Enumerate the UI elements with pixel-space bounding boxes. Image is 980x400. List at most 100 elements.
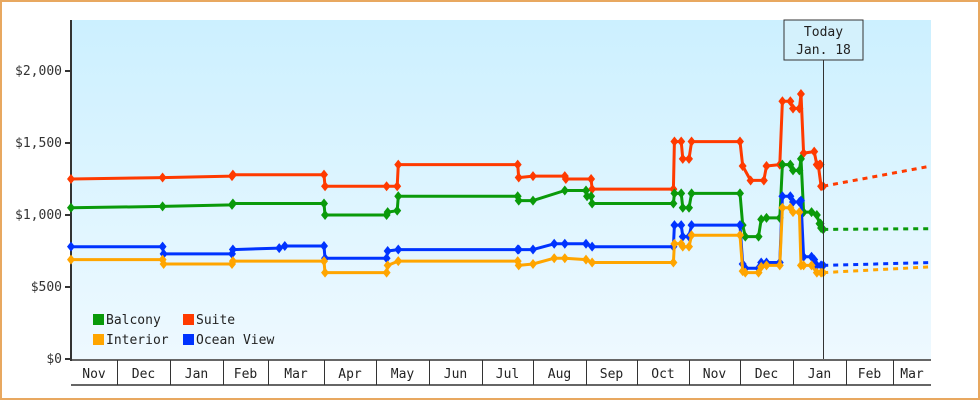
data-point-marker[interactable]	[677, 220, 686, 231]
data-point-marker[interactable]	[582, 254, 590, 265]
data-point-marker[interactable]	[759, 175, 768, 186]
data-point-marker[interactable]	[550, 253, 559, 264]
data-point-marker[interactable]	[393, 205, 402, 216]
data-point-marker[interactable]	[786, 96, 795, 107]
data-point-marker[interactable]	[670, 136, 679, 147]
data-point-marker[interactable]	[514, 260, 523, 271]
data-point-marker[interactable]	[514, 172, 523, 183]
data-point-marker[interactable]	[320, 256, 328, 267]
data-point-marker[interactable]	[736, 220, 744, 231]
data-point-marker[interactable]	[795, 103, 804, 114]
data-point-marker[interactable]	[158, 241, 167, 252]
data-point-marker[interactable]	[382, 253, 391, 264]
data-point-marker[interactable]	[383, 207, 392, 218]
data-point-marker[interactable]	[228, 198, 237, 209]
data-point-marker[interactable]	[778, 159, 787, 170]
data-point-marker[interactable]	[280, 240, 289, 251]
data-point-marker[interactable]	[560, 238, 569, 249]
data-point-marker[interactable]	[514, 244, 523, 255]
data-point-marker[interactable]	[670, 188, 679, 199]
data-point-marker[interactable]	[685, 153, 693, 164]
data-point-marker[interactable]	[383, 260, 392, 271]
data-point-marker[interactable]	[796, 153, 805, 164]
data-point-marker[interactable]	[812, 267, 821, 278]
legend-item-interior[interactable]: Interior	[93, 333, 169, 348]
data-point-marker[interactable]	[561, 174, 570, 184]
data-point-marker[interactable]	[382, 267, 391, 278]
data-point-marker[interactable]	[320, 198, 328, 209]
data-point-marker[interactable]	[762, 161, 771, 172]
data-point-marker[interactable]	[741, 231, 750, 242]
data-point-marker[interactable]	[513, 159, 522, 170]
data-point-marker[interactable]	[514, 195, 523, 206]
data-point-marker[interactable]	[814, 161, 823, 172]
data-point-marker[interactable]	[775, 260, 784, 271]
data-point-marker[interactable]	[321, 210, 330, 220]
data-point-marker[interactable]	[669, 257, 678, 268]
data-point-marker[interactable]	[67, 241, 75, 252]
data-point-marker[interactable]	[795, 207, 804, 218]
data-point-marker[interactable]	[670, 220, 679, 231]
data-point-marker[interactable]	[687, 230, 696, 241]
data-point-marker[interactable]	[807, 260, 816, 271]
data-point-marker[interactable]	[383, 246, 392, 256]
data-point-marker[interactable]	[321, 267, 330, 278]
legend-item-suite[interactable]: Suite	[183, 313, 235, 328]
data-point-marker[interactable]	[678, 153, 687, 164]
data-point-marker[interactable]	[738, 161, 747, 172]
data-point-marker[interactable]	[685, 241, 693, 252]
data-point-marker[interactable]	[736, 136, 744, 147]
data-point-marker[interactable]	[394, 244, 403, 255]
data-point-marker[interactable]	[757, 261, 766, 272]
data-point-marker[interactable]	[560, 253, 569, 264]
data-point-marker[interactable]	[670, 238, 679, 249]
data-point-marker[interactable]	[67, 202, 75, 213]
data-point-marker[interactable]	[678, 202, 687, 213]
data-point-marker[interactable]	[587, 191, 596, 202]
data-point-marker[interactable]	[789, 207, 797, 218]
data-point-marker[interactable]	[159, 258, 168, 269]
data-point-marker[interactable]	[582, 238, 590, 249]
legend-item-ocean-view[interactable]: Ocean View	[183, 333, 274, 348]
data-point-marker[interactable]	[736, 188, 744, 199]
data-point-marker[interactable]	[810, 146, 819, 157]
data-point-marker[interactable]	[158, 172, 167, 183]
data-point-marker[interactable]	[382, 181, 391, 192]
data-point-marker[interactable]	[741, 267, 750, 278]
data-point-marker[interactable]	[67, 254, 75, 265]
data-point-marker[interactable]	[677, 136, 686, 147]
data-point-marker[interactable]	[529, 195, 537, 206]
data-point-marker[interactable]	[158, 201, 167, 212]
data-point-marker[interactable]	[789, 103, 797, 114]
data-point-marker[interactable]	[796, 195, 805, 206]
data-point-marker[interactable]	[228, 169, 237, 180]
data-point-marker[interactable]	[321, 181, 330, 192]
data-point-marker[interactable]	[394, 256, 403, 267]
data-point-marker[interactable]	[394, 191, 403, 202]
data-point-marker[interactable]	[685, 202, 693, 213]
data-point-marker[interactable]	[795, 165, 804, 176]
data-point-marker[interactable]	[588, 198, 597, 209]
data-point-marker[interactable]	[588, 184, 597, 195]
data-point-marker[interactable]	[550, 238, 559, 249]
data-point-marker[interactable]	[757, 214, 766, 225]
data-point-marker[interactable]	[687, 136, 696, 147]
data-point-marker[interactable]	[228, 244, 237, 255]
data-point-marker[interactable]	[778, 191, 787, 202]
data-point-marker[interactable]	[394, 159, 403, 170]
data-point-marker[interactable]	[529, 258, 537, 269]
data-point-marker[interactable]	[669, 198, 678, 209]
data-point-marker[interactable]	[789, 165, 797, 176]
legend-item-balcony[interactable]: Balcony	[93, 313, 161, 328]
data-point-marker[interactable]	[677, 188, 686, 199]
data-point-marker[interactable]	[588, 257, 597, 268]
data-point-marker[interactable]	[736, 230, 744, 241]
data-point-marker[interactable]	[67, 174, 75, 184]
data-point-marker[interactable]	[560, 185, 569, 196]
data-point-marker[interactable]	[588, 241, 597, 252]
data-point-marker[interactable]	[812, 210, 821, 220]
data-point-marker[interactable]	[228, 256, 237, 267]
data-point-marker[interactable]	[587, 174, 596, 184]
data-point-marker[interactable]	[762, 212, 771, 223]
data-point-marker[interactable]	[799, 260, 808, 271]
